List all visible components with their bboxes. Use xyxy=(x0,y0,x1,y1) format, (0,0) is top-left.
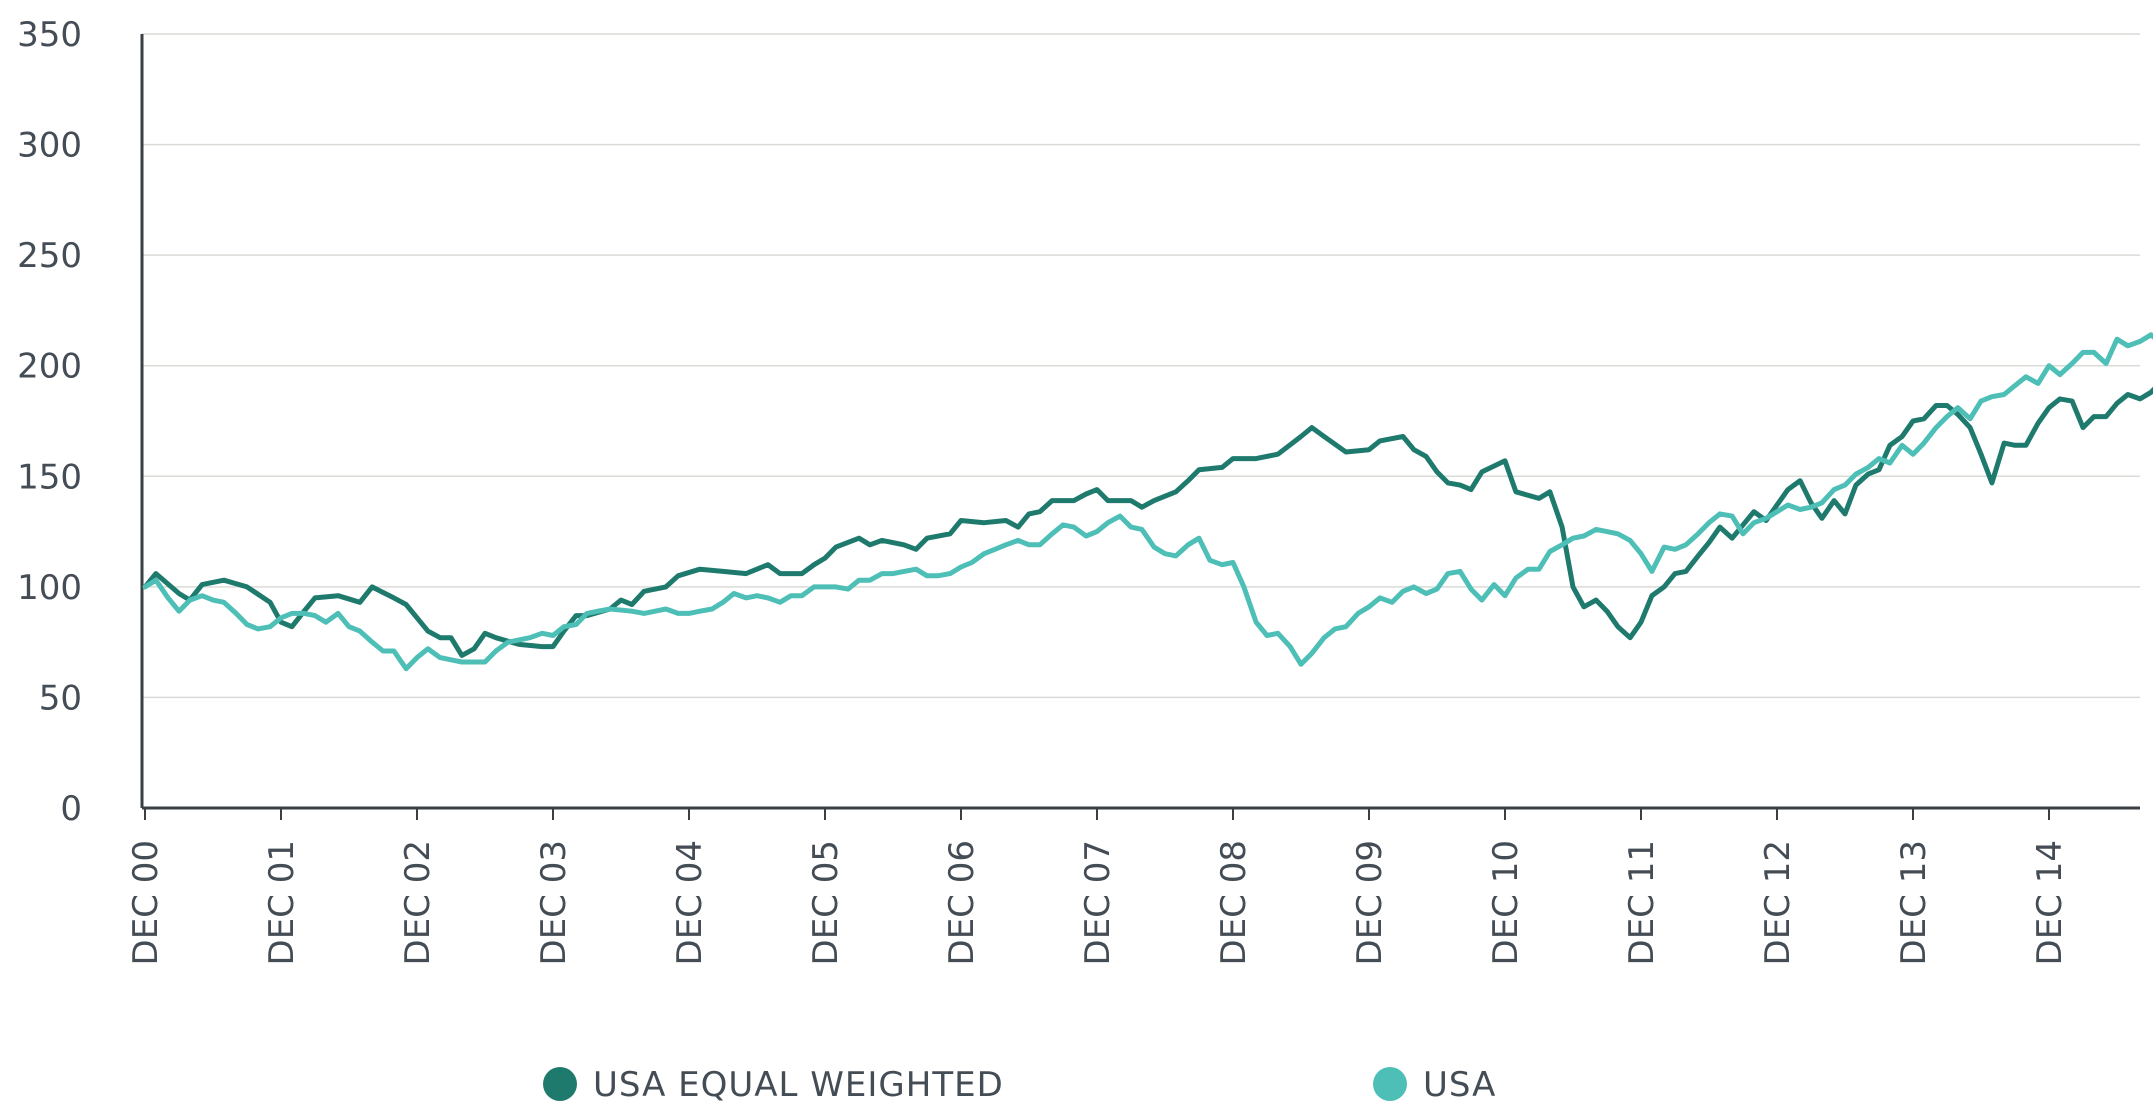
x-tick-label: DEC 11 xyxy=(1622,840,1662,965)
legend-label: USA xyxy=(1423,1065,1496,1105)
legend-label: USA EQUAL WEIGHTED xyxy=(593,1065,1004,1105)
x-tick-label: DEC 13 xyxy=(1894,840,1934,965)
x-tick-label: DEC 00 xyxy=(126,840,166,965)
gridlines xyxy=(142,33,2140,699)
x-tick-label: DEC 09 xyxy=(1350,840,1390,965)
x-tick-label: DEC 10 xyxy=(1486,840,1526,965)
x-tick-label: DEC 05 xyxy=(806,840,846,965)
x-axis: DEC 00 DEC 01 DEC 02 DEC 03 DEC 04 DEC 05 DEC … xyxy=(126,806,2140,965)
x-tick-label: DEC 04 xyxy=(670,840,710,965)
x-tick-label: DEC 02 xyxy=(398,840,438,965)
x-tick-label: DEC 08 xyxy=(1214,840,1254,965)
y-tick-label: 250 xyxy=(17,236,82,276)
x-tick-label: DEC 06 xyxy=(942,840,982,965)
y-tick-label: 150 xyxy=(17,457,82,497)
y-tick-label: 350 xyxy=(17,15,82,55)
legend: USA EQUAL WEIGHTED USA xyxy=(543,1065,1496,1105)
series-lines xyxy=(142,332,2153,672)
y-tick-label: 100 xyxy=(17,568,82,608)
x-tick-label: DEC 03 xyxy=(534,840,574,965)
x-tick-label: DEC 07 xyxy=(1078,840,1118,965)
x-tick-label: DEC 12 xyxy=(1758,840,1798,965)
legend-swatch xyxy=(543,1067,577,1101)
y-tick-label: 0 xyxy=(60,789,82,829)
x-tick-label: DEC 14 xyxy=(2030,840,2070,965)
y-tick-label: 300 xyxy=(17,126,82,166)
series-line-usa xyxy=(142,332,2153,672)
y-tick-label: 200 xyxy=(17,347,82,387)
y-tick-label: 50 xyxy=(39,678,82,718)
series-line-usa-equal-weighted xyxy=(142,386,2153,658)
x-tick-label: DEC 01 xyxy=(262,840,302,965)
y-axis: 0 50 100 150 200 250 300 350 xyxy=(17,15,144,829)
legend-swatch xyxy=(1373,1067,1407,1101)
